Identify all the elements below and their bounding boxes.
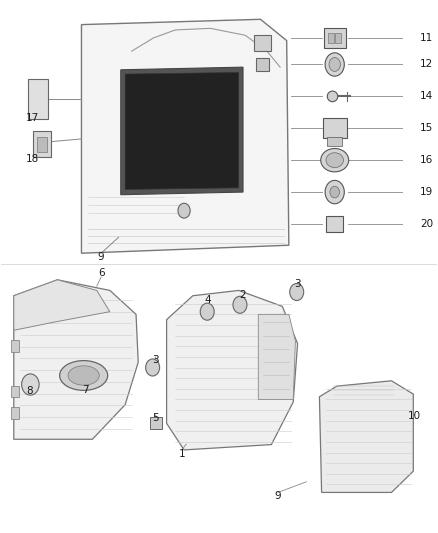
FancyBboxPatch shape xyxy=(28,79,48,119)
Circle shape xyxy=(200,303,214,320)
FancyBboxPatch shape xyxy=(33,132,51,157)
Text: 9: 9 xyxy=(275,491,281,501)
Circle shape xyxy=(178,203,190,218)
Text: 8: 8 xyxy=(26,386,32,397)
Polygon shape xyxy=(14,280,110,330)
FancyBboxPatch shape xyxy=(335,33,342,43)
Circle shape xyxy=(330,186,339,198)
Text: 19: 19 xyxy=(420,187,433,197)
FancyBboxPatch shape xyxy=(326,216,343,232)
FancyBboxPatch shape xyxy=(324,28,346,48)
Polygon shape xyxy=(81,19,289,253)
Ellipse shape xyxy=(321,149,349,172)
Text: 7: 7 xyxy=(82,385,89,395)
Text: 14: 14 xyxy=(420,91,433,101)
Text: 2: 2 xyxy=(240,289,246,300)
FancyBboxPatch shape xyxy=(11,407,18,418)
Text: 17: 17 xyxy=(25,112,39,123)
Text: 11: 11 xyxy=(420,33,433,43)
Circle shape xyxy=(329,58,340,71)
Ellipse shape xyxy=(68,366,99,385)
Text: 4: 4 xyxy=(205,295,212,305)
Circle shape xyxy=(325,180,344,204)
Text: 12: 12 xyxy=(420,60,433,69)
Polygon shape xyxy=(319,381,413,492)
Circle shape xyxy=(233,296,247,313)
Text: 1: 1 xyxy=(179,449,185,458)
Circle shape xyxy=(290,284,304,301)
Ellipse shape xyxy=(326,153,343,167)
FancyBboxPatch shape xyxy=(37,137,47,152)
Ellipse shape xyxy=(327,91,338,102)
Polygon shape xyxy=(258,314,295,399)
FancyBboxPatch shape xyxy=(11,341,18,352)
Polygon shape xyxy=(121,67,243,195)
Ellipse shape xyxy=(60,361,108,390)
FancyBboxPatch shape xyxy=(328,33,335,43)
Text: 3: 3 xyxy=(294,279,301,288)
FancyBboxPatch shape xyxy=(254,35,272,51)
Text: 16: 16 xyxy=(420,155,433,165)
Text: 5: 5 xyxy=(152,413,159,423)
FancyBboxPatch shape xyxy=(256,58,269,71)
Text: 6: 6 xyxy=(98,269,104,278)
Circle shape xyxy=(21,374,39,395)
Polygon shape xyxy=(166,290,297,450)
Circle shape xyxy=(325,53,344,76)
Text: 9: 9 xyxy=(98,252,104,262)
FancyBboxPatch shape xyxy=(11,385,18,397)
FancyBboxPatch shape xyxy=(323,118,347,139)
Circle shape xyxy=(146,359,159,376)
FancyBboxPatch shape xyxy=(327,137,343,147)
Text: 3: 3 xyxy=(152,354,159,365)
Polygon shape xyxy=(14,280,138,439)
Text: 18: 18 xyxy=(25,154,39,164)
Text: 15: 15 xyxy=(420,123,433,133)
Text: 20: 20 xyxy=(420,219,433,229)
Polygon shape xyxy=(125,72,239,189)
Text: 10: 10 xyxy=(408,411,421,422)
FancyBboxPatch shape xyxy=(150,417,162,429)
